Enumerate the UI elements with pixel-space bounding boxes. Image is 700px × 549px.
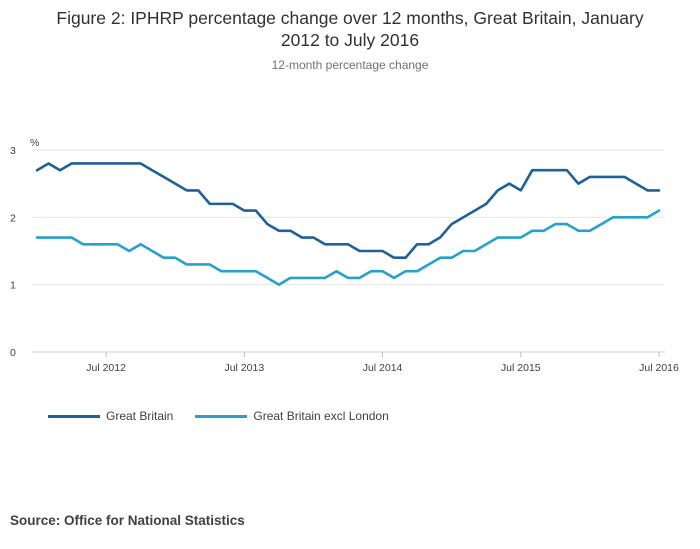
y-tick-label-0: 0 xyxy=(10,347,16,359)
legend-label-great-britain-excl-london: Great Britain excl London xyxy=(253,409,389,423)
y-tick-label-2: 2 xyxy=(10,212,16,224)
chart-title: Figure 2: IPHRP percentage change over 1… xyxy=(20,7,680,51)
chart-subtitle: 12-month percentage change xyxy=(271,58,429,72)
chart-title-line-1: Figure 2: IPHRP percentage change over 1… xyxy=(56,8,644,28)
y-axis-unit-label: % xyxy=(30,137,39,149)
chart-legend: Great Britain Great Britain excl London xyxy=(48,409,411,423)
x-tick-label-3: Jul 2015 xyxy=(501,362,541,374)
legend-label-great-britain: Great Britain xyxy=(106,409,174,423)
x-tick-label-1: Jul 2013 xyxy=(224,362,264,374)
axis-layer: 0 1 2 3% Jul 2012 Jul 2013 Jul 2014 Jul 2015 Jul… xyxy=(10,137,679,374)
y-tick-label-1: 1 xyxy=(10,280,16,292)
legend-item-great-britain-excl-london[interactable]: Great Britain excl London xyxy=(195,409,389,423)
legend-swatch-great-britain-excl-london xyxy=(195,414,248,418)
series-line-0 xyxy=(35,162,661,260)
series-line-1 xyxy=(35,209,661,286)
source-note: Source: Office for National Statistics xyxy=(10,513,245,528)
x-tick-label-0: Jul 2012 xyxy=(86,362,126,374)
legend-swatch-great-britain xyxy=(48,414,100,418)
x-tick-label-2: Jul 2014 xyxy=(363,362,403,374)
series-layer xyxy=(35,162,661,286)
x-tick-label-4: Jul 2016 xyxy=(639,362,679,374)
legend-item-great-britain[interactable]: Great Britain xyxy=(48,409,173,423)
y-tick-label-3: 3 xyxy=(10,145,16,157)
chart-title-line-2: 2012 to July 2016 xyxy=(280,30,420,50)
grid-layer xyxy=(32,149,665,353)
